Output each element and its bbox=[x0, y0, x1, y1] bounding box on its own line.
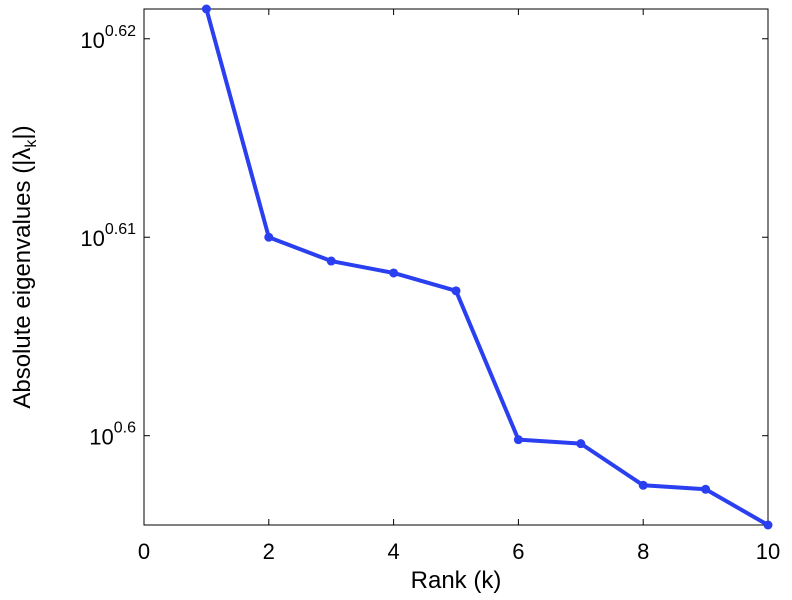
series-0-point-1 bbox=[264, 232, 274, 242]
y-axis-label-prefix: Absolute eigenvalues (|λ bbox=[9, 148, 36, 409]
x-tick-label-4: 8 bbox=[637, 539, 649, 564]
series-0-point-4 bbox=[451, 286, 461, 296]
axes-frame bbox=[143, 8, 769, 526]
series-0-point-5 bbox=[513, 435, 523, 445]
x-tick-label-2: 4 bbox=[387, 539, 399, 564]
x-tick-label-0: 0 bbox=[138, 539, 150, 564]
series-0-line bbox=[204, 8, 769, 527]
x-tick-label-3: 6 bbox=[512, 539, 524, 564]
series-0-point-9 bbox=[763, 520, 773, 530]
series-layer bbox=[201, 4, 773, 530]
plot-frame bbox=[143, 8, 769, 526]
y-axis-label-suffix: |) bbox=[9, 125, 36, 139]
x-axis-label: Rank (k) bbox=[411, 567, 502, 594]
ticks: 0 2 4 6 8 10 100.6 100.61 100.62 bbox=[80, 9, 780, 564]
y-tick-label-1: 100.61 bbox=[80, 221, 136, 251]
series-0-point-6 bbox=[576, 439, 586, 449]
series-0-point-0 bbox=[201, 4, 211, 14]
y-axis-label-sub: k bbox=[23, 139, 40, 148]
x-tick-label-1: 2 bbox=[263, 539, 275, 564]
series-0-point-3 bbox=[389, 268, 399, 278]
series-0-point-8 bbox=[701, 484, 711, 494]
y-axis-label: Absolute eigenvalues (|λk|) bbox=[9, 125, 40, 408]
x-tick-label-5: 10 bbox=[756, 539, 780, 564]
y-tick-label-0: 100.6 bbox=[89, 420, 136, 450]
y-tick-label-2: 100.62 bbox=[80, 23, 136, 53]
series-0-point-2 bbox=[326, 256, 336, 266]
series-0-point-7 bbox=[638, 480, 648, 490]
